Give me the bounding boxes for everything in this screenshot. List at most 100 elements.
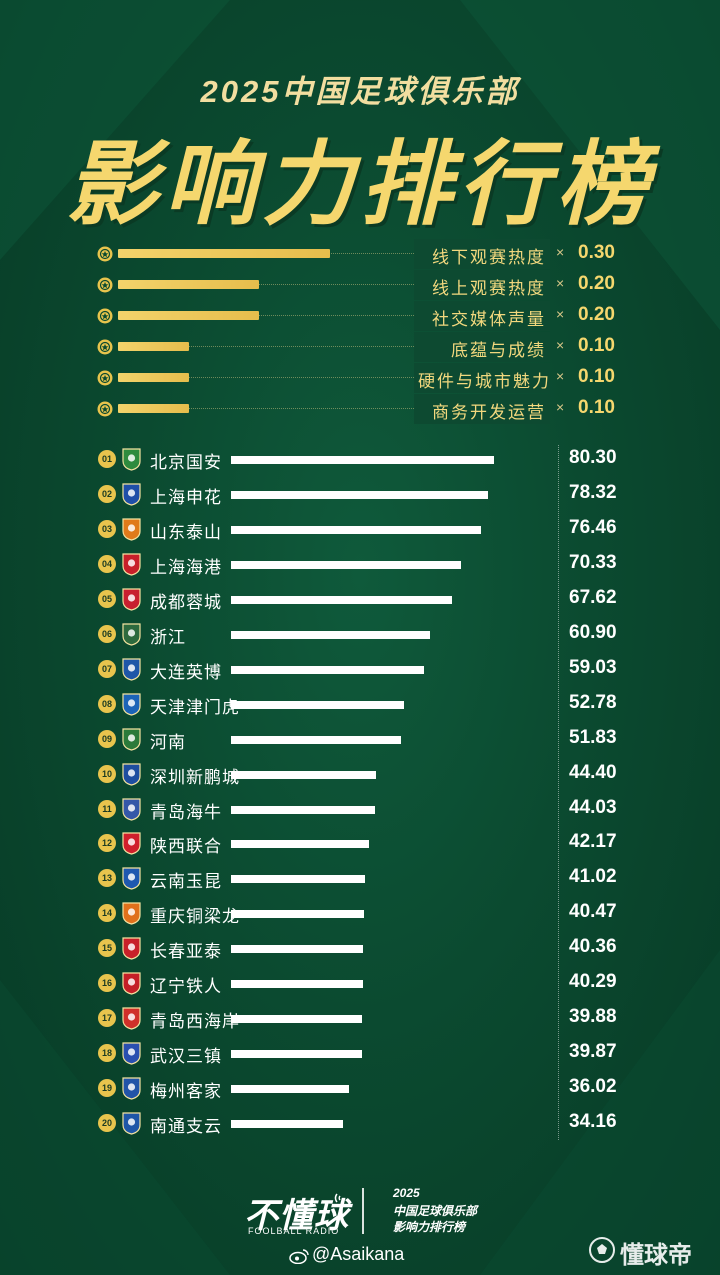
score-bar	[231, 1015, 362, 1024]
medal-icon	[97, 339, 113, 355]
club-name: 上海申花	[150, 487, 222, 507]
score-bar	[231, 1085, 349, 1094]
ranking-row: 20 南通支云 34.16	[96, 1108, 626, 1138]
page-title: 影响力排行榜	[65, 134, 654, 236]
brand-watermark: 懂球帝	[620, 1242, 692, 1269]
ranking-row: 11 青岛海牛 44.03	[96, 794, 626, 824]
score-bar	[231, 910, 364, 919]
weight-label-bg	[414, 270, 550, 300]
score-bar	[231, 490, 488, 499]
footer-year: 2025	[393, 1186, 420, 1200]
ranking-row: 16 辽宁铁人 40.29	[96, 968, 626, 998]
club-crest-icon	[122, 727, 141, 751]
ranking-row: 14 重庆铜梁龙 40.47	[96, 898, 626, 928]
rank-badge: 01	[98, 450, 116, 468]
weight-multiplier: ×	[556, 337, 565, 353]
club-name: 梅州客家	[150, 1082, 222, 1102]
club-name: 浙江	[150, 627, 186, 647]
ranking-row: 17 青岛西海岸 39.88	[96, 1003, 626, 1033]
club-crest-icon	[122, 867, 141, 891]
weight-value: 0.20	[578, 304, 615, 325]
medal-icon	[97, 246, 113, 262]
rank-badge: 17	[98, 1009, 116, 1028]
weight-multiplier: ×	[556, 399, 565, 415]
club-name: 辽宁铁人	[150, 977, 222, 997]
club-name: 成都蓉城	[150, 592, 222, 612]
weight-value: 0.10	[578, 366, 615, 387]
score-bar	[231, 630, 431, 639]
weight-value: 0.10	[578, 397, 615, 418]
weight-bar	[118, 342, 189, 351]
rank-badge: 14	[98, 904, 116, 923]
footer-logo-sub: FOOLBALL RADIO	[248, 1226, 340, 1236]
score-bar	[231, 595, 453, 604]
medal-icon	[97, 277, 113, 293]
weight-label-bg	[414, 301, 550, 331]
score-bar	[231, 770, 377, 779]
weight-name: 线上观赛热度	[432, 279, 546, 298]
rank-badge: 13	[98, 869, 116, 888]
score-value: 40.47	[569, 901, 617, 923]
club-crest-icon	[122, 1077, 141, 1100]
weight-track	[118, 346, 500, 347]
club-name: 北京国安	[150, 453, 222, 472]
ranking-row: 07 大连英博 59.03	[96, 654, 626, 684]
club-name: 陕西联合	[150, 837, 222, 857]
weight-track	[118, 284, 500, 285]
club-crest-icon	[122, 762, 141, 786]
score-value: 40.36	[569, 936, 617, 958]
club-crest-icon	[122, 1112, 141, 1135]
score-value: 52.78	[569, 691, 617, 713]
score-bar	[231, 1050, 362, 1059]
rank-badge: 07	[98, 659, 116, 678]
weight-row: 线下观赛热度 × 0.30	[96, 239, 616, 269]
club-crest-icon	[122, 832, 141, 856]
club-name: 青岛西海岸	[150, 1012, 240, 1032]
ranking-row: 09 河南 51.83	[96, 724, 626, 754]
weight-track	[118, 408, 500, 409]
weight-label-bg	[414, 332, 550, 362]
footer-line3: 影响力排行榜	[393, 1220, 466, 1234]
score-bar	[231, 945, 364, 954]
footer-logo: 不懂球	[244, 1197, 349, 1235]
score-bar	[231, 875, 366, 884]
club-crest-icon	[122, 623, 141, 646]
ranking-row: 02 上海申花 78.32	[96, 479, 626, 509]
rank-badge: 12	[98, 834, 116, 853]
weight-multiplier: ×	[556, 368, 565, 384]
club-name: 武汉三镇	[150, 1047, 222, 1067]
score-value: 41.02	[569, 866, 617, 888]
score-bar	[231, 560, 462, 569]
score-value: 70.33	[569, 551, 617, 573]
weight-bar	[118, 280, 260, 289]
medal-icon	[97, 401, 113, 417]
weight-bar	[118, 311, 260, 320]
score-value: 51.83	[569, 726, 617, 748]
ranking-row: 06 浙江 60.90	[96, 619, 626, 649]
club-crest-icon	[122, 588, 141, 611]
club-name: 南通支云	[150, 1117, 222, 1137]
ranking-row: 15 长春亚泰 40.36	[96, 933, 626, 963]
rank-badge: 16	[98, 974, 116, 993]
weight-value: 0.10	[578, 335, 615, 356]
weight-name: 商务开发运营	[432, 403, 546, 422]
ranking-row: 10 深圳新鹏城 44.40	[96, 759, 626, 789]
value-divider-line	[558, 445, 559, 1140]
club-crest-icon	[122, 1042, 141, 1065]
score-value: 59.03	[569, 656, 617, 678]
weight-value: 0.30	[578, 242, 615, 263]
club-crest-icon	[122, 693, 141, 716]
score-bar	[231, 456, 494, 464]
score-bar	[231, 805, 376, 814]
weight-row: 商务开发运营 × 0.10	[96, 394, 616, 424]
rank-badge: 20	[98, 1114, 116, 1133]
medal-icon	[97, 308, 113, 324]
weight-row: 线上观赛热度 × 0.20	[96, 270, 616, 300]
weight-label-bg	[414, 363, 550, 393]
score-bar	[231, 665, 425, 674]
score-value: 34.16	[569, 1111, 617, 1133]
score-value: 78.32	[569, 481, 617, 503]
club-name: 天津津门虎	[150, 697, 240, 717]
weight-multiplier: ×	[556, 275, 565, 291]
ranking-row: 13 云南玉昆 41.02	[96, 863, 626, 893]
